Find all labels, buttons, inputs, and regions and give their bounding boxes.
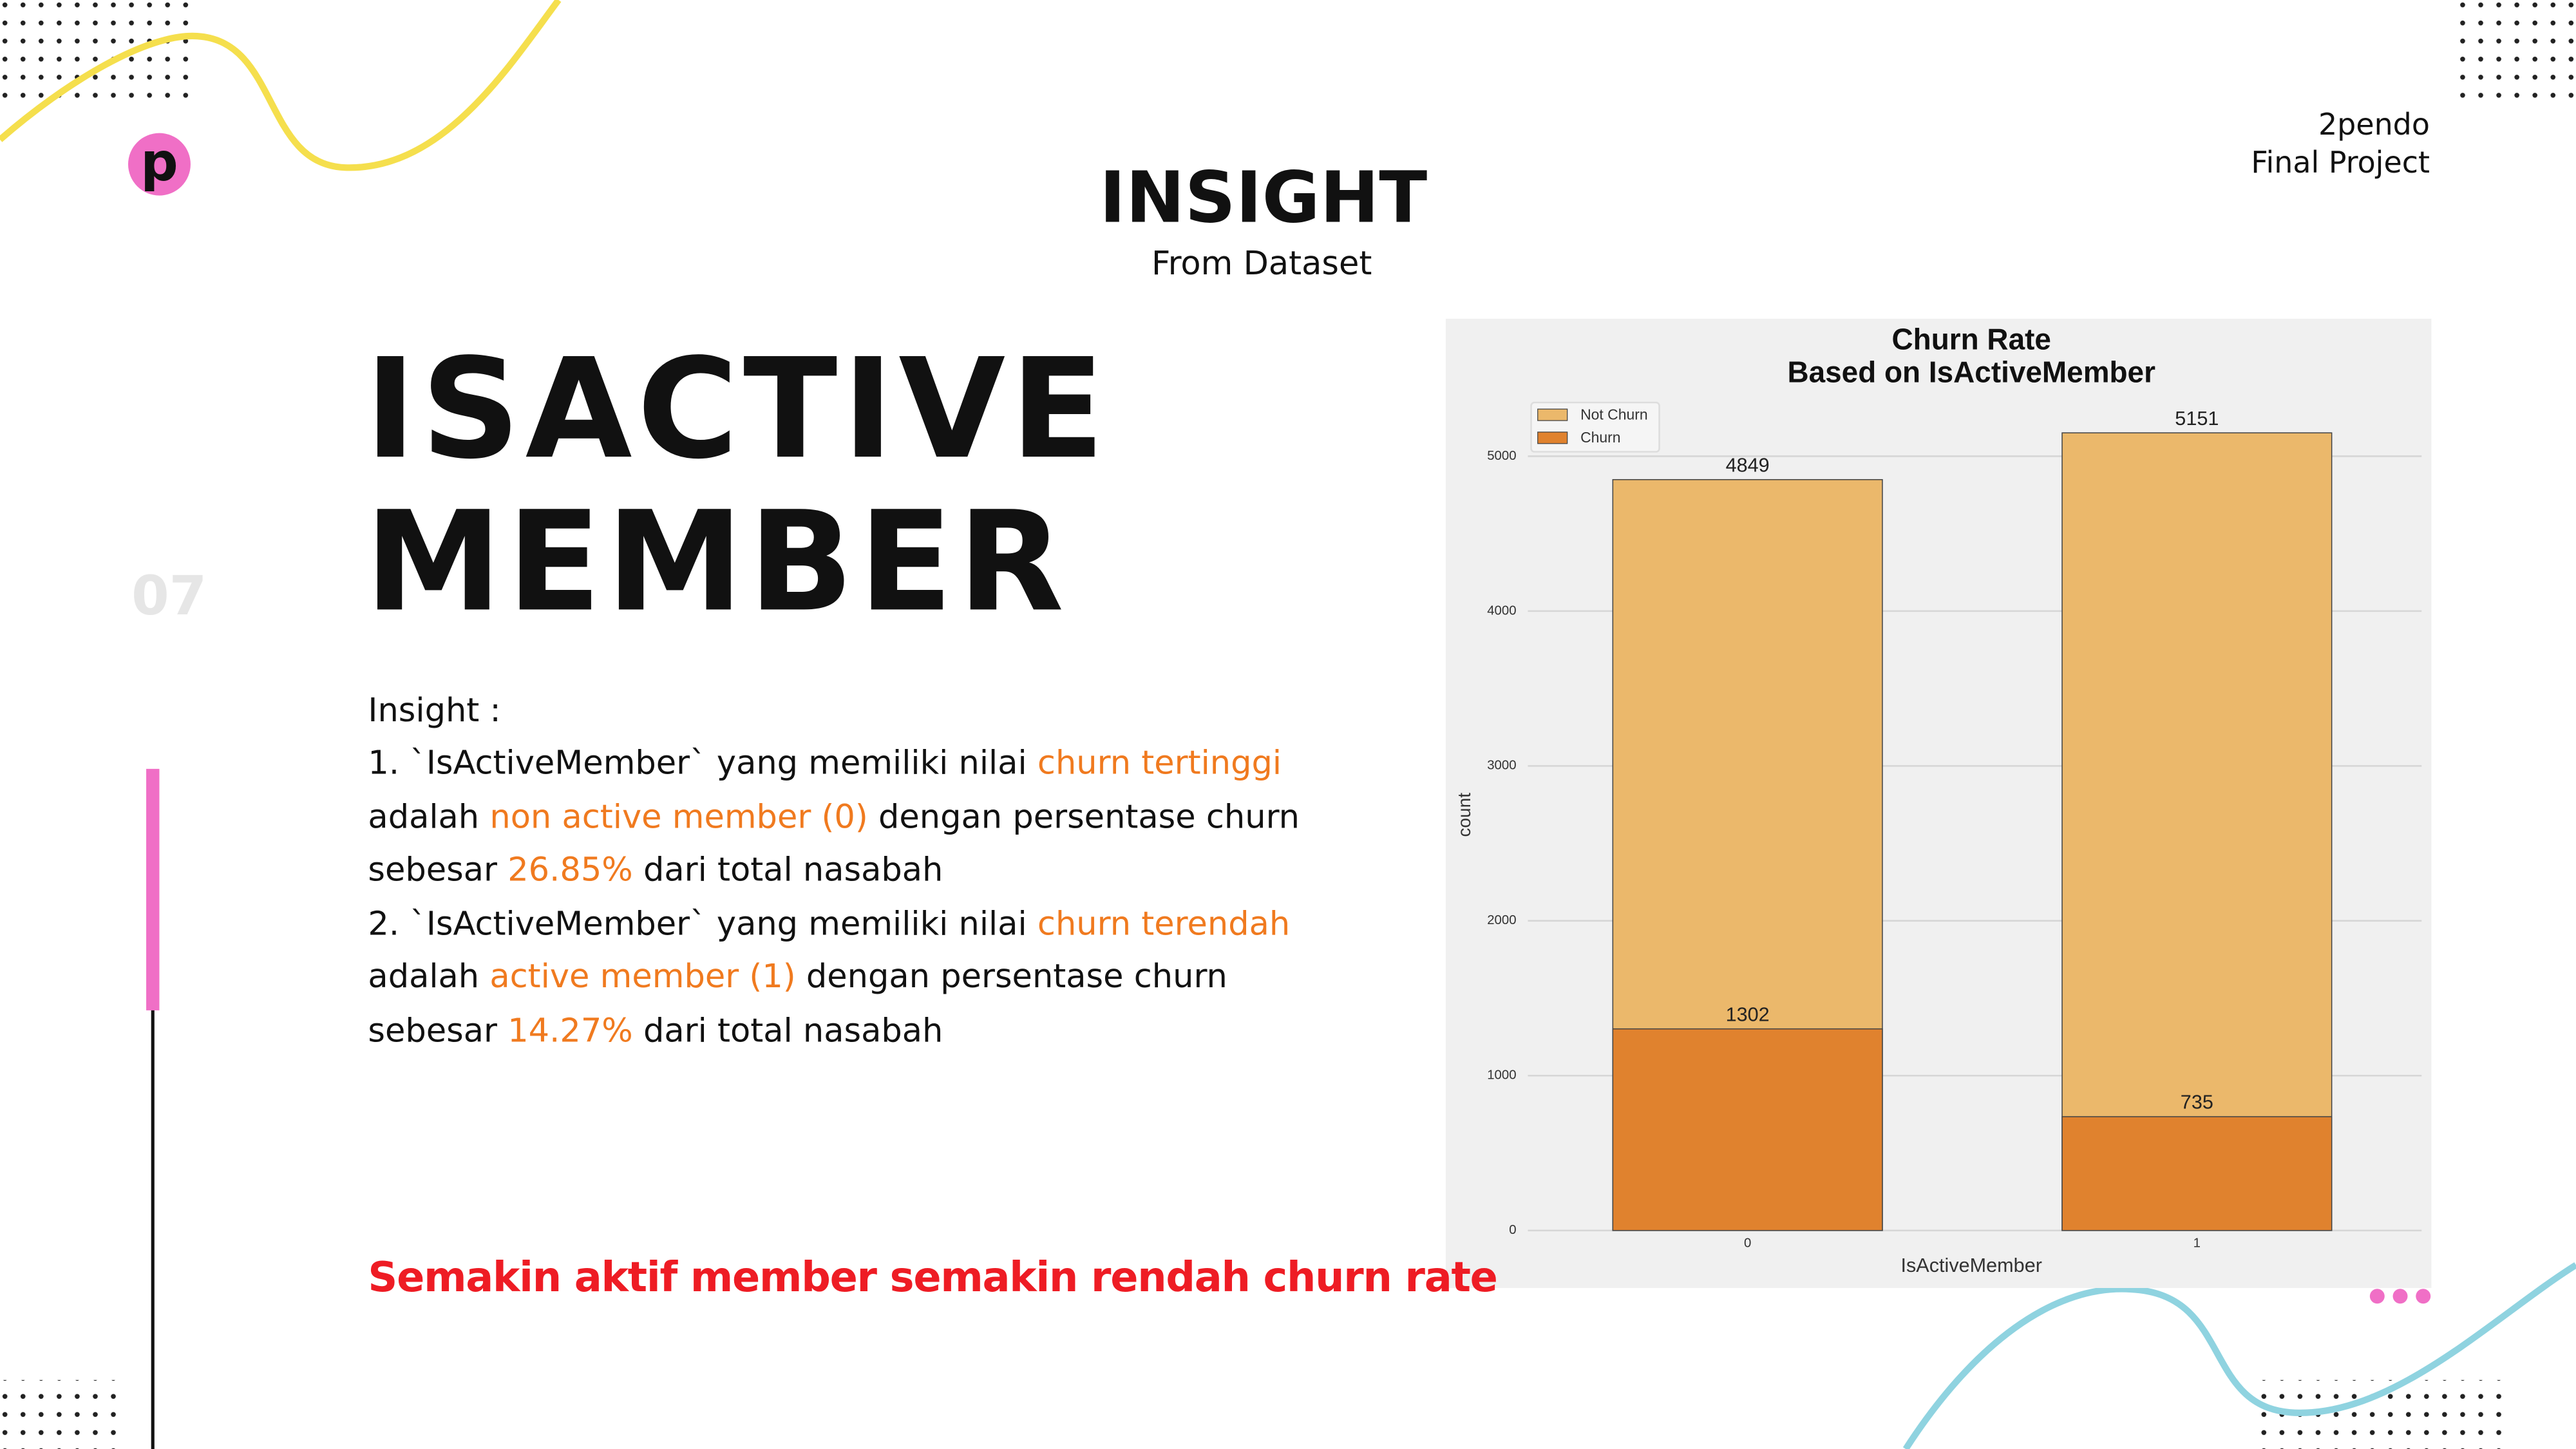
text-segment: dari total nasabah <box>632 849 943 889</box>
text-segment: 2. `IsActiveMember` yang memiliki nilai <box>368 903 1037 943</box>
dot <box>2392 1289 2408 1304</box>
insight-label: Insight : <box>368 690 501 730</box>
legend-swatch <box>1537 408 1568 421</box>
highlight: 14.27% <box>507 1010 633 1050</box>
y-tick-label: 4000 <box>1487 603 1516 618</box>
insight-line: sebesar 14.27% dari total nasabah <box>368 1010 943 1050</box>
accent-bar <box>146 768 160 1010</box>
dot-grid <box>2448 0 2576 99</box>
value-label: 4849 <box>1726 454 1770 476</box>
brand: 2pendo <box>2318 108 2430 143</box>
text-segment: adalah <box>368 796 490 836</box>
brand: Final Project <box>2251 146 2430 181</box>
bar <box>2061 432 2333 1231</box>
legend-swatch <box>1537 431 1568 444</box>
logo: p <box>140 132 178 193</box>
blue-curve <box>1902 1262 2576 1449</box>
y-tick-label: 3000 <box>1487 759 1516 773</box>
dot-grid <box>0 1379 128 1449</box>
highlight: churn tertinggi <box>1037 743 1282 782</box>
title: MEMBER <box>365 481 1069 643</box>
text-segment: sebesar <box>368 849 508 889</box>
highlight: active member (1) <box>489 956 796 996</box>
yellow-curve <box>0 0 562 171</box>
legend-label: Not Churn <box>1580 406 1648 422</box>
text-segment: adalah <box>368 956 490 996</box>
logo-circle <box>128 133 191 196</box>
insight-line: 1. `IsActiveMember` yang memiliki nilai … <box>368 743 1282 782</box>
value-label: 735 <box>2181 1092 2213 1113</box>
highlight: churn terendah <box>1037 903 1291 943</box>
legend-label: Churn <box>1580 429 1620 446</box>
value-label: 1302 <box>1726 1003 1770 1025</box>
heading: INSIGHT <box>1099 157 1428 240</box>
chart-title: Churn Rate <box>1892 323 2051 356</box>
x-tick-label: 1 <box>2193 1236 2201 1251</box>
x-axis-label: IsActiveMember <box>1901 1255 2042 1276</box>
insight-line: sebesar 26.85% dari total nasabah <box>368 849 943 889</box>
text-segment: dengan persentase churn <box>795 956 1227 996</box>
title: ISACTIVE <box>365 328 1110 490</box>
text-segment: dengan persentase churn <box>867 796 1300 836</box>
slide-number: 07 <box>131 564 207 628</box>
chart-subtitle: Based on IsActiveMember <box>1787 355 2155 389</box>
value-label: 5151 <box>2175 408 2219 430</box>
x-tick-label: 0 <box>1744 1236 1751 1251</box>
y-tick-label: 0 <box>1509 1223 1516 1237</box>
text-segment: dari total nasabah <box>632 1010 943 1050</box>
highlight: non active member (0) <box>489 796 868 836</box>
bar <box>2061 1116 2333 1231</box>
insight-line: 2. `IsActiveMember` yang memiliki nilai … <box>368 904 1290 943</box>
insight-line: adalah active member (1) dengan persenta… <box>368 957 1227 996</box>
y-tick-label: 1000 <box>1487 1068 1516 1083</box>
y-tick-label: 2000 <box>1487 913 1516 927</box>
y-tick-label: 5000 <box>1487 449 1516 463</box>
dot <box>2369 1289 2385 1304</box>
text-segment: 1. `IsActiveMember` yang memiliki nilai <box>368 743 1037 782</box>
subheading: From Dataset <box>1151 243 1372 283</box>
conclusion: Semakin aktif member semakin rendah chur… <box>368 1253 1498 1302</box>
dot-grid <box>0 0 194 99</box>
bar <box>1612 1028 1883 1231</box>
text-segment: sebesar <box>368 1010 508 1050</box>
y-axis-label: count <box>1454 793 1474 837</box>
insight-line: adalah non active member (0) dengan pers… <box>368 796 1300 835</box>
dot <box>2416 1289 2431 1304</box>
highlight: 26.85% <box>507 849 633 889</box>
